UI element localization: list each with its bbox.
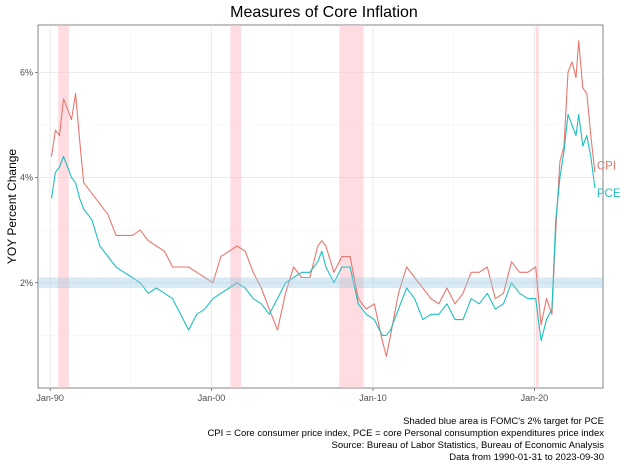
series-labels: CPI PCE bbox=[597, 160, 621, 200]
x-tick-label: Jan-00 bbox=[198, 393, 226, 403]
caption-line: CPI = Core consumer price index, PCE = c… bbox=[207, 428, 604, 439]
x-tick-label: Jan-10 bbox=[359, 393, 387, 403]
x-tick-label: Jan-20 bbox=[521, 393, 549, 403]
caption-line: Data from 1990-01-31 to 2023-09-30 bbox=[449, 452, 604, 463]
y-tick-label: 4% bbox=[20, 173, 33, 183]
series-line-pce bbox=[50, 113, 596, 342]
chart-title: Measures of Core Inflation bbox=[230, 4, 418, 21]
minor-grid bbox=[38, 25, 603, 388]
y-tick-label: 6% bbox=[20, 67, 33, 77]
y-axis-title: YOY Percent Change bbox=[5, 149, 19, 265]
plot-panel bbox=[37, 24, 604, 389]
series-line-cpi bbox=[50, 40, 596, 357]
major-grid bbox=[38, 25, 603, 388]
caption-block: Shaded blue area is FOMC's 2% target for… bbox=[207, 416, 604, 463]
series-label-cpi: CPI bbox=[597, 160, 616, 172]
recession-shading bbox=[58, 25, 539, 388]
series-lines bbox=[50, 40, 596, 357]
target-band-rect bbox=[38, 277, 603, 289]
x-axis: Jan-90 Jan-00 Jan-10 Jan-20 bbox=[36, 388, 548, 403]
x-tick-label: Jan-90 bbox=[36, 393, 64, 403]
caption-line: Source: Bureau of Labor Statistics, Bure… bbox=[332, 440, 605, 451]
target-band bbox=[38, 277, 603, 289]
recession-band bbox=[58, 25, 69, 388]
caption-line: Shaded blue area is FOMC's 2% target for… bbox=[403, 416, 604, 427]
y-tick-label: 2% bbox=[20, 278, 33, 288]
recession-band bbox=[230, 25, 242, 388]
recession-band bbox=[339, 25, 364, 388]
y-axis: 2% 4% 6% bbox=[20, 67, 38, 288]
recession-band bbox=[535, 25, 539, 388]
series-label-pce: PCE bbox=[597, 188, 621, 200]
